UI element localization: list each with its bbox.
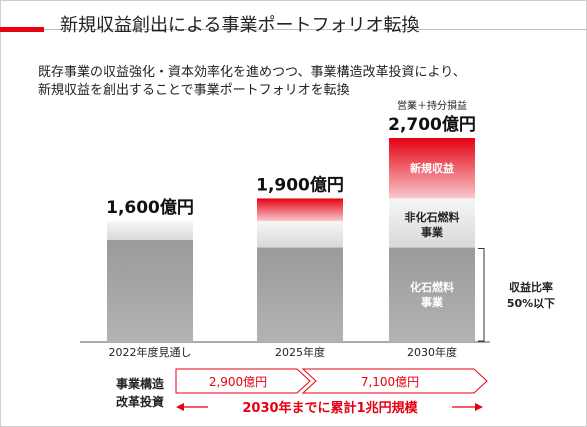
investment-label-line1: 事業構造 <box>116 376 165 391</box>
cumulative-arrow-left-icon <box>176 403 184 411</box>
segment-label-fossil-line2: 事業 <box>421 295 444 309</box>
bar-2022-non-fossil <box>107 221 193 240</box>
investment-label-line2: 改革投資 <box>116 394 164 409</box>
bar-2025-non-fossil <box>257 221 343 248</box>
title-underline <box>44 29 587 30</box>
total-label-2030: 2,700億円 <box>388 114 476 135</box>
ratio-note-line2: 50%以下 <box>507 297 555 310</box>
investment-phase2-arrow <box>301 368 488 394</box>
segment-label-fossil-line1: 化石燃料 <box>410 280 454 294</box>
ratio-bracket <box>478 248 485 342</box>
bar-2030-new-revenue <box>389 138 475 199</box>
annotation-operating-equity: 営業＋持分損益 <box>397 99 467 112</box>
total-label-2025: 1,900億円 <box>256 174 344 195</box>
segment-label-new-revenue: 新規収益 <box>410 161 454 175</box>
subtitle-line-2: 新規収益を創出することで事業ポートフォリオを転換 <box>38 83 350 98</box>
bar-2030-non-fossil <box>389 198 475 248</box>
segment-label-non-fossil-line1: 非化石燃料 <box>405 210 460 224</box>
ratio-note-line1: 収益比率 <box>509 280 553 294</box>
cumulative-arrow-right-icon <box>475 403 483 411</box>
total-label-2022: 1,600億円 <box>106 197 194 218</box>
investment-phase1-value: 2,900億円 <box>209 375 267 389</box>
cumulative-investment-text: 2030年までに累計1兆円規模 <box>242 400 418 416</box>
bar-2022-fossil <box>107 240 193 342</box>
bar-2025-fossil <box>257 247 343 342</box>
investment-phase2-value: 7,100億円 <box>361 375 419 389</box>
title-accent-bar <box>0 27 44 32</box>
category-label-2022: 2022年度見通し <box>109 345 192 359</box>
bar-2030-fossil <box>389 247 475 342</box>
category-label-2025: 2025年度 <box>275 345 325 359</box>
subtitle-line-1: 既存事業の収益強化・資本効率化を進めつつ、事業構造改革投資により、 <box>38 65 466 80</box>
bar-2025-new-revenue <box>257 198 343 222</box>
investment-phase1-arrow <box>175 368 311 394</box>
segment-label-non-fossil-line2: 事業 <box>421 225 444 239</box>
category-label-2030: 2030年度 <box>407 345 457 359</box>
page-title: 新規収益創出による事業ポートフォリオ転換 <box>60 15 420 36</box>
